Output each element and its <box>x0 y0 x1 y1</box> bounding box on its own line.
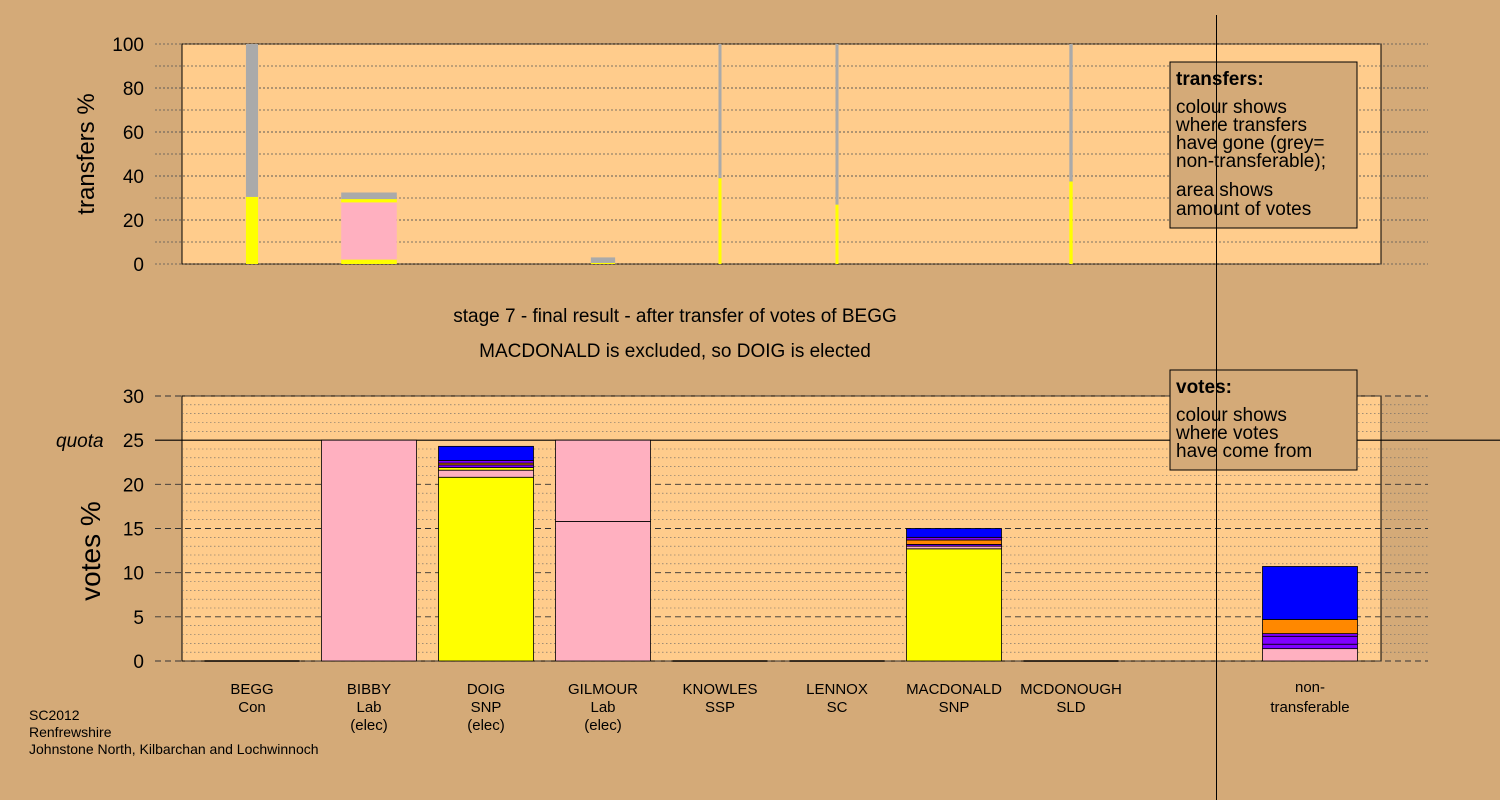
nontransferable-label: transferable <box>1270 699 1349 716</box>
transfers-legend-line: area shows <box>1176 180 1273 201</box>
vote-bar-non-transferable-sc <box>1262 643 1358 650</box>
votes-tick-label: 0 <box>133 652 144 673</box>
transfers-legend-line: amount of votes <box>1176 199 1311 220</box>
candidate-name-label: MCDONOUGH <box>1020 681 1122 698</box>
votes-tick-label: 30 <box>123 387 144 408</box>
candidate-status-label: (elec) <box>350 717 388 734</box>
candidate-party-label: SNP <box>471 699 502 716</box>
candidate-party-label: SSP <box>705 699 735 716</box>
caption-line1: stage 7 - final result - after transfer … <box>453 306 897 327</box>
candidate-party-label: SLD <box>1056 699 1085 716</box>
transfers-legend-title: transfers: <box>1176 69 1264 90</box>
votes-legend-title: votes: <box>1176 377 1232 398</box>
transfers-panel: 0 20 40 60 80 100 transfers % transfers: colour … <box>73 35 1428 276</box>
transfer-bar-bibby-lab <box>341 202 397 260</box>
candidate-name-label: KNOWLES <box>682 681 757 698</box>
candidate-party-label: Con <box>238 699 266 716</box>
transfers-tick-label: 60 <box>123 123 144 144</box>
candidate-name-label: BIBBY <box>347 681 391 698</box>
transfer-bar-lennox-grey <box>835 44 839 205</box>
transfer-bar-gilmour-snp <box>590 262 616 264</box>
transfer-bar-bibby-snp <box>341 199 397 203</box>
transfers-tick-label: 0 <box>133 255 144 276</box>
vote-bar-macdonald-snp <box>906 548 1002 662</box>
transfer-bar-lennox-snp <box>835 204 839 264</box>
caption-line2: MACDONALD is excluded, so DOIG is electe… <box>479 341 871 362</box>
candidate-status-label: (elec) <box>584 717 622 734</box>
transfer-bar-mcdonough-snp <box>1069 181 1073 264</box>
vote-bar-non-transferable-sc <box>1262 635 1358 645</box>
vote-bar-macdonald-ssp <box>906 539 1002 545</box>
transfers-legend-line: non-transferable); <box>1176 151 1326 172</box>
transfers-legend-line: where transfers <box>1175 115 1307 136</box>
transfers-tick-label: 80 <box>123 79 144 100</box>
transfer-bar-begg-grey <box>245 44 259 197</box>
quota-label: quota <box>56 431 104 452</box>
transfer-bar-bibby-grey <box>341 192 397 200</box>
vote-bar-non-transferable-ssp <box>1262 619 1358 635</box>
transfer-bar-mcdonough-grey <box>1069 44 1073 182</box>
vote-bar-doig-snp <box>438 476 534 662</box>
vote-bar-doig-con <box>438 445 534 461</box>
candidate-party-label: Lab <box>356 699 381 716</box>
candidate-name-label: MACDONALD <box>906 681 1002 698</box>
votes-legend-line: where votes <box>1175 423 1278 444</box>
votes-legend-line: colour shows <box>1176 405 1287 426</box>
transfer-bar-begg-snp <box>245 196 259 264</box>
candidate-name-label: GILMOUR <box>568 681 638 698</box>
candidate-party-label: Lab <box>590 699 615 716</box>
footer-ward: Johnstone North, Kilbarchan and Lochwinn… <box>29 741 319 757</box>
transfer-bar-knowles-snp <box>718 178 722 264</box>
vote-bar-bibby-lab <box>321 439 417 662</box>
votes-tick-label: 10 <box>123 564 144 585</box>
candidate-status-label: (elec) <box>467 717 505 734</box>
candidate-party-label: SNP <box>939 699 970 716</box>
nontransferable-label: non- <box>1295 679 1325 696</box>
transfers-tick-label: 100 <box>112 35 144 56</box>
transfers-legend-box <box>1169 61 1358 229</box>
votes-tick-label: 20 <box>123 475 144 496</box>
vote-bar-doig-lab <box>438 469 534 478</box>
candidate-name-label: LENNOX <box>806 681 868 698</box>
transfer-bar-bibby-snp <box>341 259 397 264</box>
transfer-bar-gilmour-grey <box>590 257 616 263</box>
votes-legend-line: have come from <box>1176 441 1312 462</box>
transfers-legend-line: colour shows <box>1176 97 1287 118</box>
candidate-name-label: BEGG <box>230 681 273 698</box>
votes-axis-label: votes % <box>75 501 106 601</box>
vote-bar-non-transferable-con <box>1262 566 1358 620</box>
transfers-tick-label: 20 <box>123 211 144 232</box>
vote-bar-gilmour-lab <box>555 521 651 662</box>
candidate-name-label: DOIG <box>467 681 505 698</box>
transfer-bar-knowles-grey <box>718 44 722 179</box>
transfers-tick-label: 40 <box>123 167 144 188</box>
vote-bar-non-transferable-lab <box>1262 648 1358 662</box>
footer-code: SC2012 <box>29 707 80 723</box>
votes-legend-box <box>1169 369 1358 471</box>
votes-tick-label: 25 <box>123 431 144 452</box>
vote-bar-macdonald-con <box>906 528 1002 538</box>
candidate-party-label: SC <box>827 699 848 716</box>
footer-council: Renfrewshire <box>29 724 112 740</box>
vote-bar-gilmour-lab <box>555 439 651 522</box>
votes-tick-label: 15 <box>123 520 144 541</box>
transfers-axis-label: transfers % <box>73 93 100 214</box>
transfers-legend-line: have gone (grey= <box>1176 133 1324 154</box>
votes-tick-label: 5 <box>133 608 144 629</box>
